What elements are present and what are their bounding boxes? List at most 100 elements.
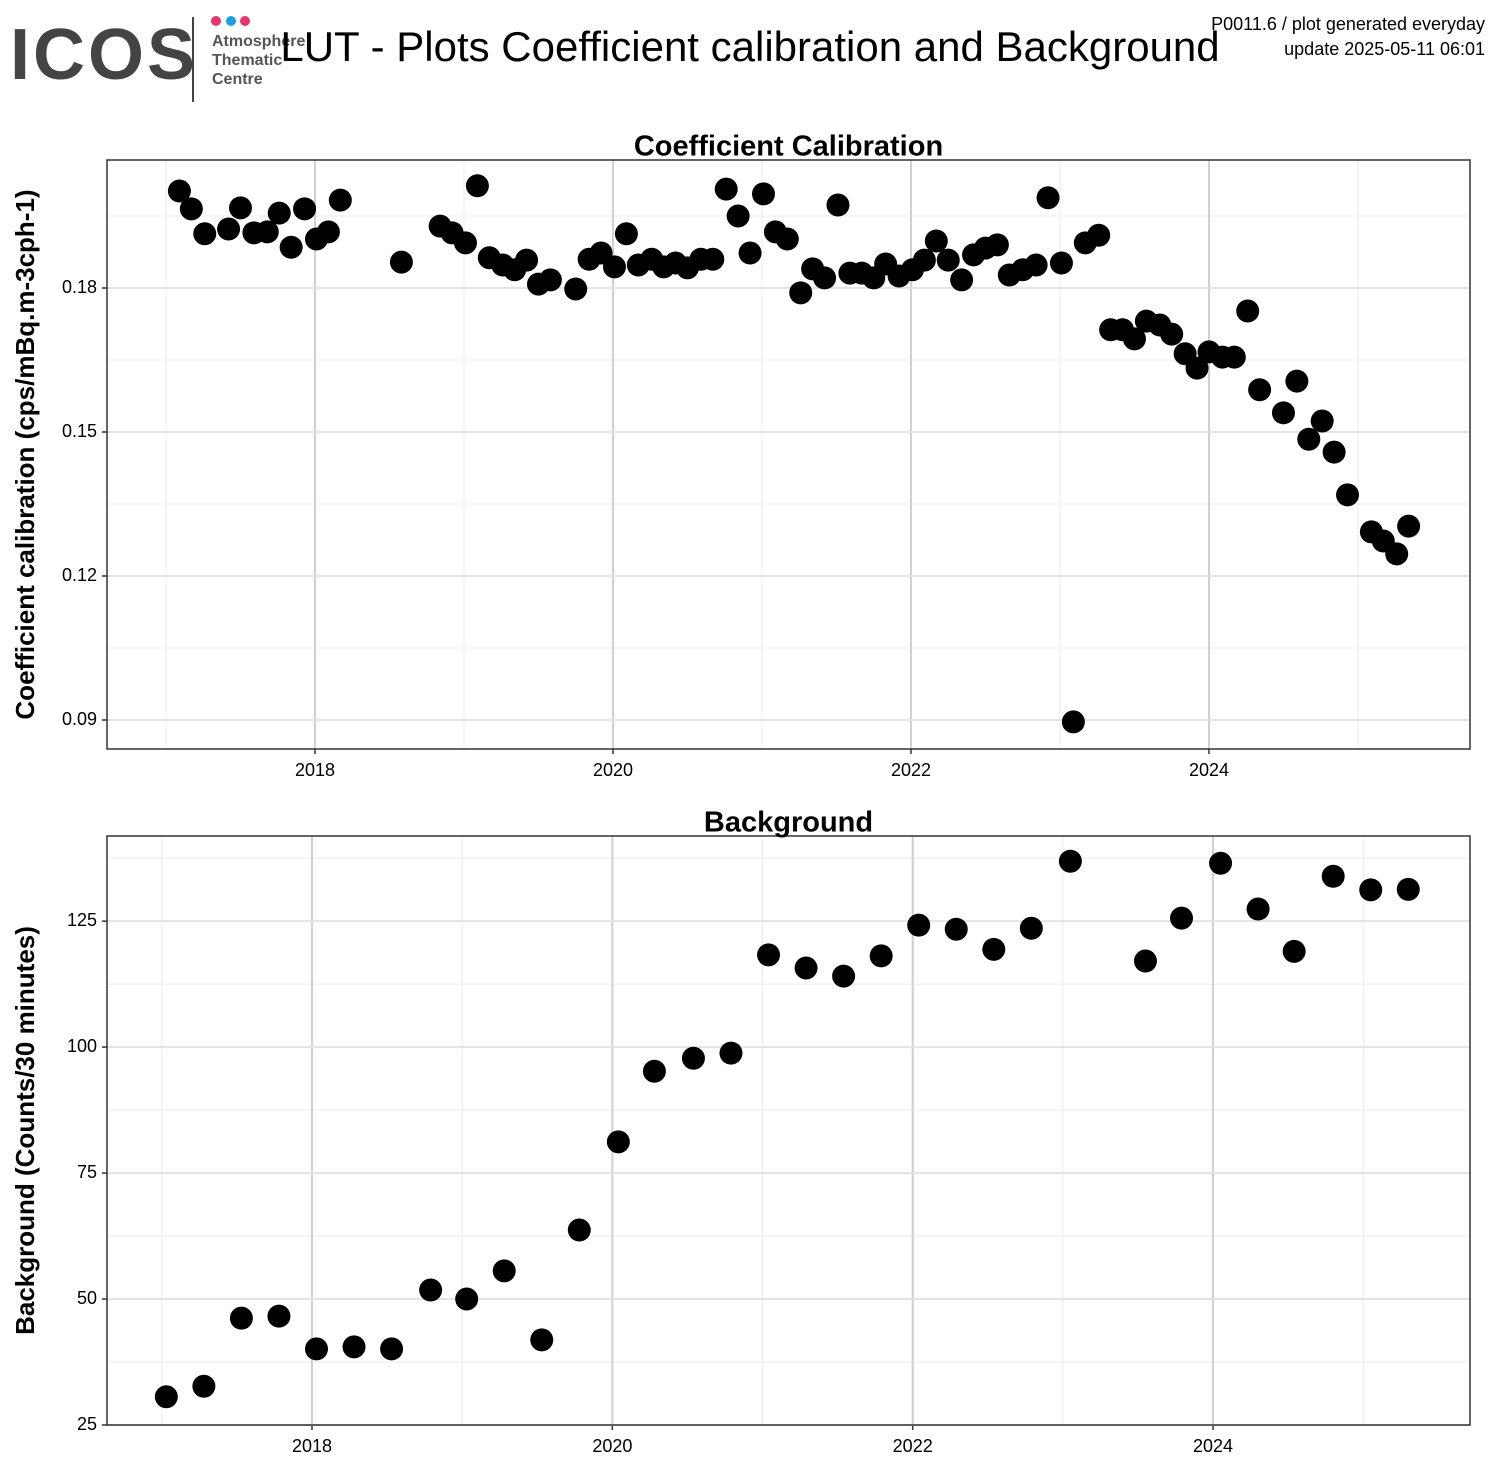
point [869,944,893,968]
point [1248,378,1272,402]
logo-line: Atmosphere [212,33,305,50]
point [1396,877,1420,901]
point [1061,710,1085,734]
info-line: update 2025-05-11 06:01 [1284,39,1485,59]
point [944,917,968,941]
point [907,913,931,937]
point [1285,369,1309,393]
point [794,956,818,980]
point [813,266,837,290]
y-tick-label: 0.12 [62,565,97,585]
point [1185,356,1209,380]
point [304,1337,328,1361]
point [789,281,813,305]
x-tick-label: 2022 [893,1436,933,1456]
point [316,220,340,244]
point [530,1328,554,1352]
point [380,1337,404,1361]
point [1049,251,1073,275]
point [681,1046,705,1070]
point [924,229,948,253]
point [775,227,799,251]
point [1036,186,1060,210]
point [1024,253,1048,277]
y-tick-label: 0.18 [62,277,97,297]
point [389,250,413,274]
logo-line: Thematic [212,52,282,69]
point [1209,851,1233,875]
point [192,1374,216,1398]
point [342,1335,366,1359]
y-tick-label: 0.15 [62,421,97,441]
point [757,943,781,967]
point [267,1304,291,1328]
point [279,235,303,259]
logo-line: Centre [212,71,263,88]
point [1321,864,1345,888]
logo-dot [226,16,236,26]
point [154,1385,178,1409]
page-title: LUT - Plots Coefficient calibration and … [280,23,1219,70]
point [1385,542,1409,566]
y-tick-label: 50 [77,1288,97,1308]
plot-border [106,159,1471,750]
x-tick-label: 2024 [1193,1436,1233,1456]
point [1133,949,1157,973]
y-tick-label: 0.09 [62,709,97,729]
point [1087,223,1111,247]
point [455,1287,479,1311]
point [738,241,762,265]
point [714,177,738,201]
point [1282,939,1306,963]
plot-border [106,835,1471,1426]
point [1019,916,1043,940]
chart-title: Background [704,807,873,839]
point [701,247,725,271]
point [826,193,850,217]
point [229,1306,253,1330]
point [614,222,638,246]
point [567,1218,591,1242]
point [751,182,775,206]
point [193,222,217,246]
point [228,196,252,220]
point [1271,401,1295,425]
point [1160,322,1184,346]
logo-dot [211,16,221,26]
point [912,248,936,272]
point [936,248,960,272]
point [719,1041,743,1065]
y-axis-label: Background (Counts/30 minutes) [10,926,40,1335]
point [328,188,352,212]
point [293,197,317,221]
point [465,174,489,198]
x-tick-label: 2018 [295,760,335,780]
point [419,1278,443,1302]
point [1310,409,1334,433]
point [985,233,1009,257]
x-tick-label: 2020 [593,760,633,780]
point [515,248,539,272]
y-tick-label: 100 [67,1036,97,1056]
logo-dot [240,16,250,26]
logo: ICOS [10,15,198,95]
point [1397,514,1421,538]
point [492,1259,516,1283]
info-line: P0011.6 / plot generated everyday [1211,14,1485,34]
x-tick-label: 2018 [292,1436,332,1456]
point [179,197,203,221]
point [1122,327,1146,351]
x-tick-label: 2024 [1189,760,1229,780]
point [982,937,1006,961]
chart-title: Coefficient Calibration [634,131,943,163]
point [1222,345,1246,369]
x-tick-label: 2020 [592,1436,632,1456]
y-tick-label: 75 [77,1162,97,1182]
point [538,268,562,292]
point [1322,440,1346,464]
y-tick-label: 125 [67,910,97,930]
point [832,964,856,988]
point [267,201,291,225]
point [642,1059,666,1083]
